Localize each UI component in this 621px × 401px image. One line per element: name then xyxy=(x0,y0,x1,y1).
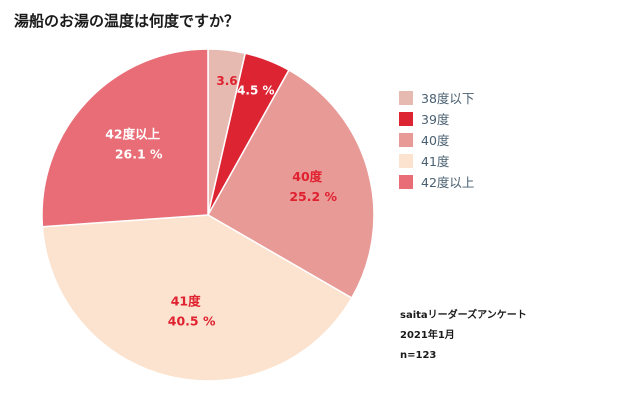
slice-label-5-value: 26.1 % xyxy=(115,146,163,161)
slice-label-3-value: 25.2 % xyxy=(289,189,337,204)
legend: 38度以下 39度 40度 41度 42度以上 xyxy=(399,87,474,192)
legend-label: 38度以下 xyxy=(421,91,475,106)
legend-swatch xyxy=(399,174,413,189)
source-text: saitaリーダーズアンケート xyxy=(400,310,527,321)
legend-label: 39度 xyxy=(421,112,450,127)
pie-slice-3 xyxy=(206,69,375,300)
sample-size: n=123 xyxy=(400,350,437,361)
legend-label: 40度 xyxy=(421,133,450,148)
legend-swatch xyxy=(399,153,413,168)
legend-item-1: 38度以下 xyxy=(399,87,474,108)
legend-item-2: 39度 xyxy=(399,108,474,129)
slice-label-1-value: 3.6 % xyxy=(216,74,253,88)
survey-date: 2021年1月 xyxy=(400,330,455,341)
legend-swatch xyxy=(399,132,413,147)
slice-label-5-name: 42度以上 xyxy=(105,126,160,141)
source-note: saitaリーダーズアンケート 2021年1月 n=123 xyxy=(400,306,527,366)
legend-swatch xyxy=(399,111,413,126)
legend-label: 41度 xyxy=(421,154,450,169)
slice-label-4-value: 40.5 % xyxy=(168,314,216,329)
pie-slice-4 xyxy=(41,214,353,382)
legend-item-4: 41度 xyxy=(399,150,474,171)
slice-label-3-name: 40度 xyxy=(292,169,322,184)
slice-label-4-name: 41度 xyxy=(171,294,201,309)
pie-slice-5 xyxy=(41,48,209,228)
legend-item-5: 42度以上 xyxy=(399,171,474,192)
legend-item-3: 40度 xyxy=(399,129,474,150)
chart-title: 湯船のお湯の温度は何度ですか？ xyxy=(14,12,240,30)
legend-swatch xyxy=(399,90,413,105)
slice-label-2-value: 4.5 % xyxy=(237,84,274,98)
legend-label: 42度以上 xyxy=(421,175,475,190)
